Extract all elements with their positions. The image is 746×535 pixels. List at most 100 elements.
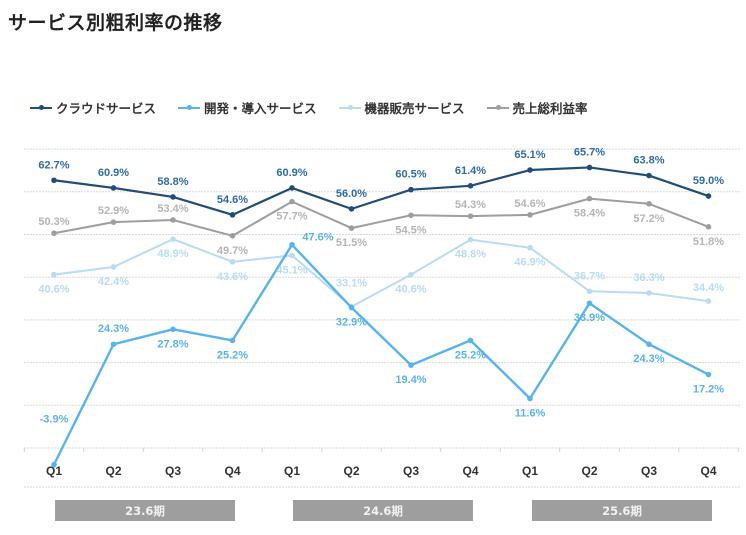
data-label-dev: 24.3%: [98, 323, 129, 335]
data-point-dev: [586, 300, 593, 307]
data-label-dev: 25.2%: [455, 349, 486, 361]
data-point-equipment: [527, 244, 533, 251]
data-point-gross-margin: [467, 213, 474, 219]
data-point-equipment: [110, 264, 117, 270]
data-point-equipment: [170, 236, 176, 242]
legend-label-equipment: 機器販売サービス: [364, 101, 465, 116]
data-point-cloud: [467, 183, 474, 189]
data-label-cloud: 60.9%: [98, 167, 129, 179]
data-label-dev: 47.6%: [302, 232, 333, 244]
legend-label-gross-margin: 売上総利益率: [512, 101, 588, 116]
x-tick-label: Q1: [46, 464, 62, 478]
data-label-gross-margin: 57.7%: [276, 211, 307, 223]
data-point-dev: [289, 241, 295, 248]
data-label-cloud: 56.0%: [336, 188, 367, 200]
x-tick-label: Q4: [462, 464, 478, 478]
data-point-gross-margin: [110, 219, 117, 225]
data-label-cloud: 60.5%: [395, 169, 426, 181]
data-label-cloud: 62.7%: [38, 159, 69, 171]
x-tick-label: Q4: [700, 464, 716, 478]
data-label-equipment: 45.1%: [276, 264, 307, 276]
data-label-gross-margin: 58.4%: [574, 208, 605, 220]
data-point-dev: [467, 337, 474, 344]
data-label-gross-margin: 53.4%: [157, 203, 188, 215]
data-point-gross-margin: [348, 225, 355, 231]
data-label-dev: 11.6%: [515, 407, 546, 419]
data-label-cloud: 60.9%: [276, 167, 307, 179]
data-point-gross-margin: [705, 224, 712, 230]
data-point-dev: [110, 341, 117, 348]
legend-marker-gross-margin: [486, 103, 509, 113]
chart-title: サービス別粗利率の推移: [8, 12, 223, 34]
data-label-equipment: 48.8%: [455, 249, 486, 261]
legend-marker-cloud: [30, 103, 52, 113]
x-tick-label: Q3: [403, 464, 419, 478]
data-point-dev: [170, 326, 176, 333]
data-label-equipment: 36.3%: [633, 272, 664, 284]
data-label-cloud: 63.8%: [633, 155, 664, 167]
x-tick-label: Q2: [343, 464, 359, 478]
data-point-cloud: [51, 177, 57, 184]
data-point-equipment: [586, 288, 593, 295]
data-label-dev: 19.4%: [395, 374, 426, 386]
x-tick-label: Q3: [165, 464, 181, 478]
legend-label-cloud: クラウドサービス: [56, 101, 157, 116]
data-point-cloud: [705, 193, 712, 199]
legend-item-dev: 開発・導入サービス: [178, 98, 317, 117]
series-line-equipment: [53, 238, 709, 308]
data-point-dev: [705, 371, 712, 378]
data-label-dev: 25.2%: [217, 349, 248, 361]
data-point-gross-margin: [289, 198, 295, 205]
data-label-gross-margin: 51.5%: [336, 237, 367, 249]
data-label-equipment: 36.7%: [574, 270, 605, 282]
data-label-cloud: 61.4%: [455, 165, 486, 177]
data-point-gross-margin: [586, 195, 593, 202]
data-label-dev: 24.3%: [633, 353, 664, 365]
data-label-dev: -3.9%: [40, 414, 69, 426]
data-label-cloud: 54.6%: [217, 194, 248, 206]
data-point-equipment: [646, 290, 652, 296]
data-label-cloud: 58.8%: [157, 176, 188, 188]
data-label-dev: 27.8%: [157, 338, 188, 350]
data-label-gross-margin: 57.2%: [633, 213, 664, 225]
data-label-gross-margin: 49.7%: [217, 245, 248, 257]
data-label-cloud: 65.7%: [574, 146, 605, 158]
legend: クラウドサービス 開発・導入サービス 機器販売サービス 売上総利益率: [30, 98, 588, 117]
data-label-gross-margin: 52.9%: [98, 205, 129, 217]
x-tick-label: Q4: [224, 464, 240, 478]
data-point-gross-margin: [51, 230, 57, 237]
data-label-gross-margin: 54.5%: [395, 224, 426, 236]
period-label-25-6: 25.6期: [532, 500, 712, 521]
data-point-gross-margin: [527, 212, 533, 218]
data-label-equipment: 34.4%: [693, 282, 724, 294]
data-label-equipment: 43.6%: [217, 271, 248, 283]
data-label-equipment: 48.9%: [157, 248, 188, 260]
data-point-gross-margin: [170, 217, 176, 223]
data-label-equipment: 33.1%: [336, 278, 367, 290]
data-point-gross-margin: [408, 212, 414, 219]
data-point-dev: [646, 341, 652, 348]
x-tick-label: Q1: [522, 464, 538, 478]
data-label-gross-margin: 54.6%: [514, 198, 545, 210]
data-label-equipment: 46.9%: [514, 257, 545, 269]
legend-item-gross-margin: 売上総利益率: [486, 98, 588, 117]
legend-marker-equipment: [338, 103, 361, 113]
data-point-cloud: [348, 206, 355, 212]
data-point-cloud: [408, 186, 414, 193]
data-label-gross-margin: 50.3%: [38, 216, 69, 228]
series-line-gross-margin: [53, 197, 709, 237]
data-point-equipment: [51, 271, 57, 278]
data-label-equipment: 42.4%: [98, 276, 129, 288]
series-line-cloud: [53, 166, 709, 216]
period-label-23-6: 23.6期: [55, 500, 235, 521]
data-label-cloud: 65.1%: [514, 149, 545, 161]
data-point-cloud: [527, 167, 533, 173]
data-point-dev: [348, 304, 355, 311]
data-point-dev: [51, 461, 57, 468]
legend-item-equipment: 機器販売サービス: [338, 98, 465, 117]
data-label-equipment: 40.6%: [38, 284, 69, 296]
data-point-equipment: [408, 271, 414, 278]
period-label-24-6: 24.6期: [293, 500, 473, 521]
data-label-dev: 32.9%: [336, 317, 367, 329]
